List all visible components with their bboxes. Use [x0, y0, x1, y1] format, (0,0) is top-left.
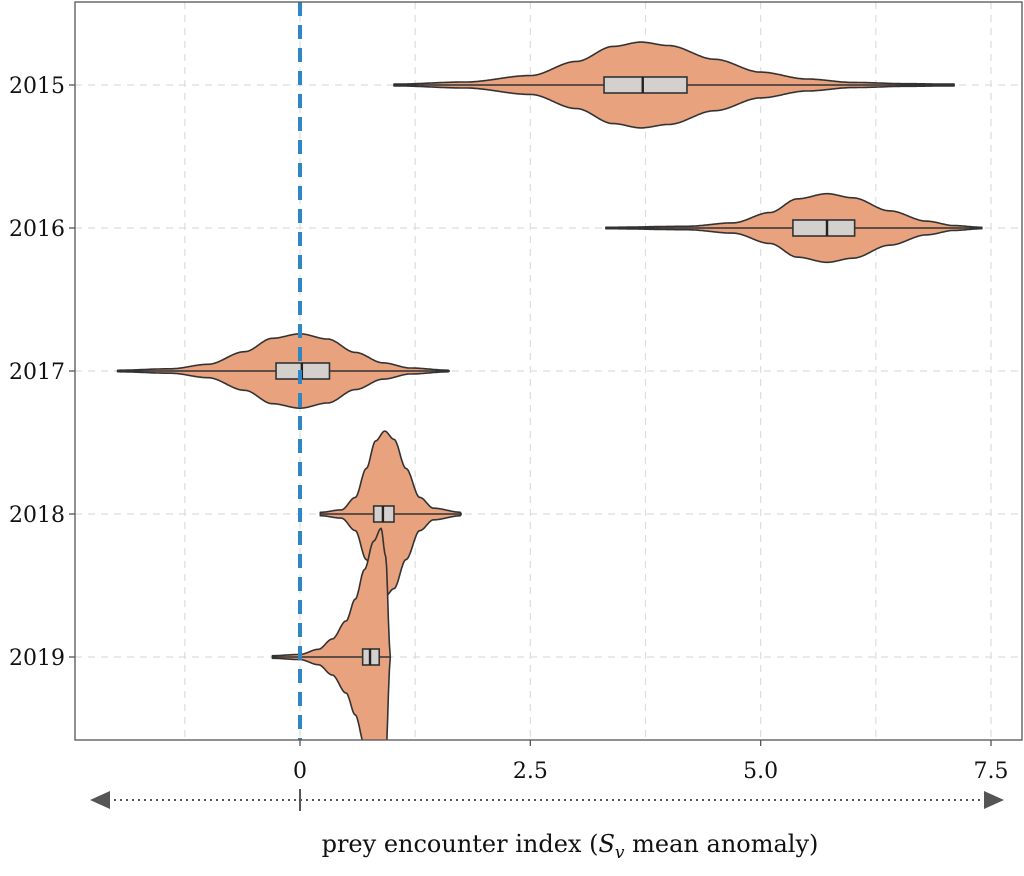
y-axis: 2015 2016 2017 2018 2019 — [9, 74, 75, 671]
x-tick-label: 2.5 — [513, 759, 548, 784]
y-tick-label-2016: 2016 — [9, 217, 65, 242]
x-axis-label-suffix: mean anomaly) — [625, 830, 819, 858]
box-2016 — [792, 219, 856, 237]
violins — [116, 41, 983, 740]
x-tick-label: 0 — [293, 759, 307, 784]
arrow-head-left — [90, 791, 110, 809]
y-tick-label-2018: 2018 — [9, 503, 65, 528]
y-tick-label-2019: 2019 — [9, 646, 65, 671]
box-2015 — [603, 76, 688, 94]
arrow-head-right — [984, 791, 1004, 809]
x-axis-label: prey encounter index (Sv mean anomaly) — [322, 830, 819, 863]
direction-arrow — [90, 789, 1004, 811]
x-tick-label: 7.5 — [974, 759, 1009, 784]
x-axis-label-subscript: v — [615, 843, 625, 863]
violin-2019 — [271, 527, 392, 740]
x-tick-label: 5.0 — [743, 759, 778, 784]
x-axis-label-prefix: prey encounter index ( — [322, 830, 599, 858]
y-tick-label-2015: 2015 — [9, 74, 65, 99]
x-axis-label-symbol: S — [598, 830, 614, 858]
y-tick-label-2017: 2017 — [9, 360, 65, 385]
x-axis: 0 2.5 5.0 7.5 — [293, 740, 1009, 784]
